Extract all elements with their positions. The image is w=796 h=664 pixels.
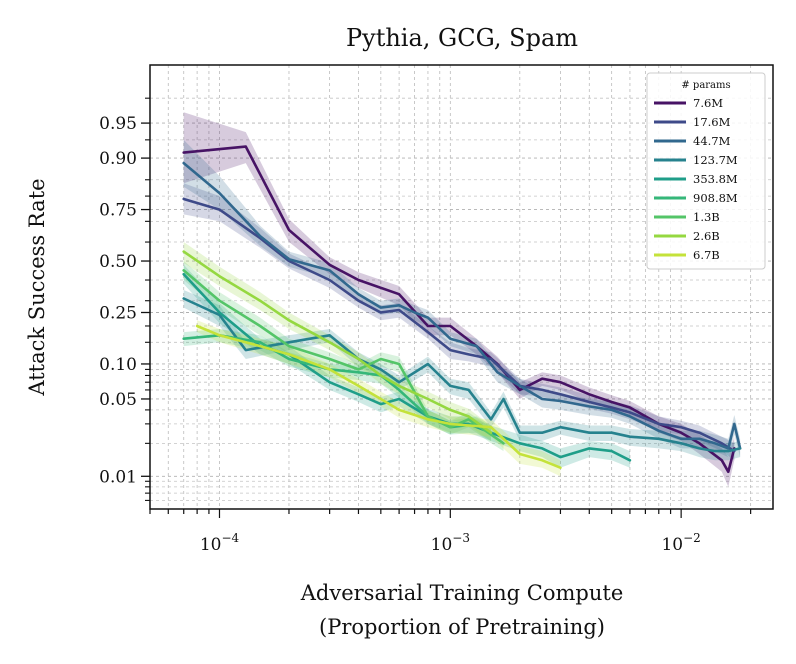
series-line xyxy=(182,269,505,445)
x-tick-label: 10−3 xyxy=(431,531,470,555)
y-axis-ticks: 0.01 0.05 0.10 0.25 0.50 0.75 0.90 0.95 xyxy=(99,97,150,501)
y-axis-label: Attack Success Rate xyxy=(25,178,49,396)
grid xyxy=(149,65,773,509)
x-axis-label-line1: Adversarial Training Compute xyxy=(300,581,624,605)
legend: # params 7.6M 17.6M 44.7M 123.7M 353.8M 908.8… xyxy=(646,72,766,270)
series-line xyxy=(182,161,742,450)
series-band xyxy=(183,329,491,441)
chart-title: Pythia, GCG, Spam xyxy=(346,24,578,52)
legend-label: 7.6M xyxy=(693,96,723,110)
legend-label: 2.6B xyxy=(693,229,720,243)
legend-label: 44.7M xyxy=(693,134,731,148)
series-line xyxy=(182,197,736,453)
legend-title: # params xyxy=(681,80,730,91)
series-band xyxy=(183,261,504,452)
y-tick-label: 0.25 xyxy=(99,303,137,323)
y-tick-label: 0.50 xyxy=(99,252,137,272)
legend-label: 6.7B xyxy=(693,248,720,262)
x-tick-label: 10−4 xyxy=(200,531,240,555)
plot-frame xyxy=(149,64,774,510)
series-lines xyxy=(182,145,742,474)
legend-label: 353.8M xyxy=(693,172,738,186)
series-line xyxy=(195,324,562,470)
series-line xyxy=(182,250,493,435)
x-tick-label: 10−2 xyxy=(661,531,700,555)
y-tick-label: 0.01 xyxy=(99,467,137,487)
legend-label: 123.7M xyxy=(693,153,738,167)
y-tick-label: 0.10 xyxy=(99,355,137,375)
legend-label: 1.3B xyxy=(693,210,720,224)
series-line xyxy=(182,297,742,453)
legend-label: 908.8M xyxy=(693,191,738,205)
y-tick-label: 0.75 xyxy=(99,201,137,221)
x-axis-label-line2: (Proportion of Pretraining) xyxy=(319,615,605,639)
series-band xyxy=(183,290,741,461)
y-tick-label: 0.05 xyxy=(99,390,137,410)
y-tick-label: 0.95 xyxy=(99,114,137,134)
legend-label: 17.6M xyxy=(693,115,731,129)
series-band xyxy=(183,264,630,468)
y-tick-label: 0.90 xyxy=(99,149,137,169)
series-band xyxy=(183,112,735,487)
x-axis-ticks: 10−4 10−3 10−2 xyxy=(149,509,752,555)
